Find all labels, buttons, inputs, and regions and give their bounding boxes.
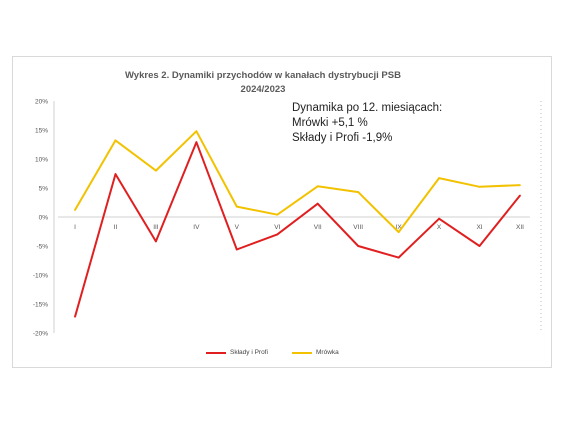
data-point-mrowka <box>155 169 157 172</box>
data-point-sklady <box>438 217 440 220</box>
x-tick-label: V <box>235 224 240 231</box>
data-point-mrowka <box>519 184 521 187</box>
data-point-sklady <box>74 315 76 318</box>
x-tick-label: VII <box>314 224 322 231</box>
annotation-mrowka: Mrówki +5,1 % <box>292 117 368 129</box>
x-tick-label: I <box>74 224 76 231</box>
data-point-mrowka <box>438 177 440 180</box>
x-tick-label: XI <box>476 224 482 231</box>
data-point-sklady <box>235 248 238 251</box>
data-point-mrowka <box>316 185 319 188</box>
y-tick-label: -10% <box>33 273 48 280</box>
y-tick-label: 10% <box>35 157 48 164</box>
data-point-sklady <box>155 240 157 243</box>
data-point-mrowka <box>235 205 238 208</box>
x-tick-label: X <box>437 224 442 231</box>
series-line-sklady <box>74 141 521 318</box>
y-tick-label: 0% <box>39 215 49 222</box>
y-tick-label: -15% <box>33 302 48 309</box>
annotation-heading: Dynamika po 12. miesiącach: <box>292 102 443 114</box>
legend-label-sklady: Składy i Profi <box>230 349 268 356</box>
legend-item-mrowka: Mrówka <box>292 349 339 356</box>
x-tick-label: VIII <box>353 224 363 231</box>
legend-item-sklady: Składy i Profi <box>206 349 268 356</box>
y-tick-label: 15% <box>35 128 48 135</box>
data-point-sklady <box>478 245 481 247</box>
series-line-mrowka <box>74 130 521 234</box>
data-point-sklady <box>357 245 360 247</box>
data-point-sklady <box>195 141 198 144</box>
x-tick-label: III <box>153 224 159 231</box>
data-point-mrowka <box>276 213 279 216</box>
data-point-mrowka <box>357 191 360 193</box>
data-point-sklady <box>397 256 400 259</box>
data-point-sklady <box>316 202 319 205</box>
data-point-mrowka <box>74 209 76 211</box>
x-tick-label: II <box>114 224 118 231</box>
y-tick-label: 5% <box>39 186 49 193</box>
data-point-mrowka <box>397 231 400 233</box>
annotation-sklady: Składy i Profi -1,9% <box>292 132 393 144</box>
data-point-mrowka <box>114 139 117 142</box>
x-tick-label: IX <box>396 224 403 231</box>
data-point-sklady <box>519 194 521 197</box>
legend-swatch-mrowka <box>292 351 312 354</box>
y-tick-label: -20% <box>33 331 48 338</box>
data-point-sklady <box>114 173 117 175</box>
data-point-mrowka <box>478 185 481 188</box>
data-point-mrowka <box>195 130 198 133</box>
legend-swatch-sklady <box>206 351 226 354</box>
chart-subtitle: 2024/2023 <box>240 84 286 95</box>
data-point-sklady <box>276 233 279 236</box>
y-tick-label: -5% <box>36 244 48 251</box>
x-tick-label: XII <box>516 224 524 231</box>
chart-title: Wykres 2. Dynamiki przychodów w kanałach… <box>125 70 401 81</box>
x-tick-label: VI <box>274 224 280 231</box>
x-tick-label: IV <box>193 224 200 231</box>
y-tick-label: 20% <box>35 99 48 106</box>
legend-label-mrowka: Mrówka <box>316 349 339 356</box>
